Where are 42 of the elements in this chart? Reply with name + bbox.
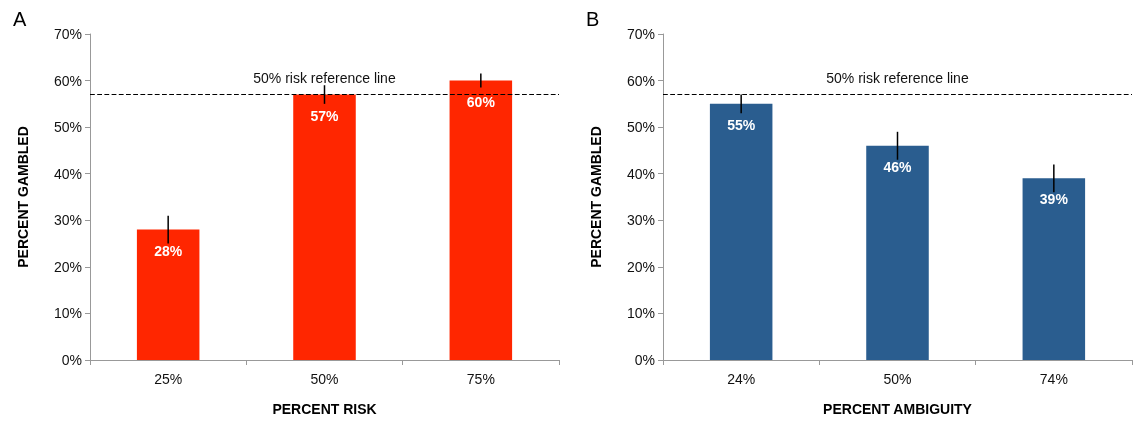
x-tick-label: 50% <box>310 371 339 387</box>
x-tick-label: 74% <box>1039 371 1068 387</box>
x-tick-label: 75% <box>466 371 495 387</box>
y-axis-title: PERCENT GAMBLED <box>15 126 31 268</box>
bar <box>293 94 356 360</box>
y-tick-label: 20% <box>53 258 82 275</box>
y-tick-label: 0% <box>61 352 82 368</box>
y-tick-label: 20% <box>626 258 655 275</box>
x-tick-label: 50% <box>883 371 912 387</box>
y-tick-label: 70% <box>53 26 82 42</box>
y-tick-label: 10% <box>626 305 655 322</box>
data-label: 60% <box>466 93 496 110</box>
y-tick-label: 40% <box>626 165 655 182</box>
ref-line-label: 50% risk reference line <box>826 69 969 86</box>
y-tick-label: 60% <box>53 72 82 89</box>
data-label: 46% <box>883 158 913 175</box>
x-tick-label: 25% <box>154 371 183 387</box>
chart-title: B <box>586 8 600 30</box>
y-tick-label: 50% <box>53 119 82 136</box>
bar <box>709 103 773 360</box>
x-axis-title: PERCENT AMBIGUITY <box>823 401 973 417</box>
bar <box>136 229 200 360</box>
data-label: 39% <box>1039 191 1069 208</box>
y-axis-title: PERCENT GAMBLED <box>588 126 604 268</box>
bar <box>449 80 513 360</box>
y-tick-label: 50% <box>626 119 655 136</box>
y-tick-label: 60% <box>626 72 655 89</box>
y-tick-label: 70% <box>626 26 655 42</box>
y-tick-label: 30% <box>53 212 82 229</box>
data-label: 55% <box>727 116 756 133</box>
ref-line-label: 50% risk reference line <box>253 69 396 86</box>
data-label: 57% <box>310 107 340 124</box>
y-tick-label: 30% <box>626 212 655 229</box>
y-tick-label: 40% <box>53 165 82 182</box>
y-tick-label: 10% <box>53 305 82 322</box>
data-label: 28% <box>154 242 183 259</box>
chart-title: A <box>13 8 27 30</box>
y-tick-label: 0% <box>634 352 655 368</box>
bar <box>866 145 929 360</box>
x-axis-title: PERCENT RISK <box>272 401 377 417</box>
x-tick-label: 24% <box>727 371 756 387</box>
bar <box>1022 178 1086 360</box>
